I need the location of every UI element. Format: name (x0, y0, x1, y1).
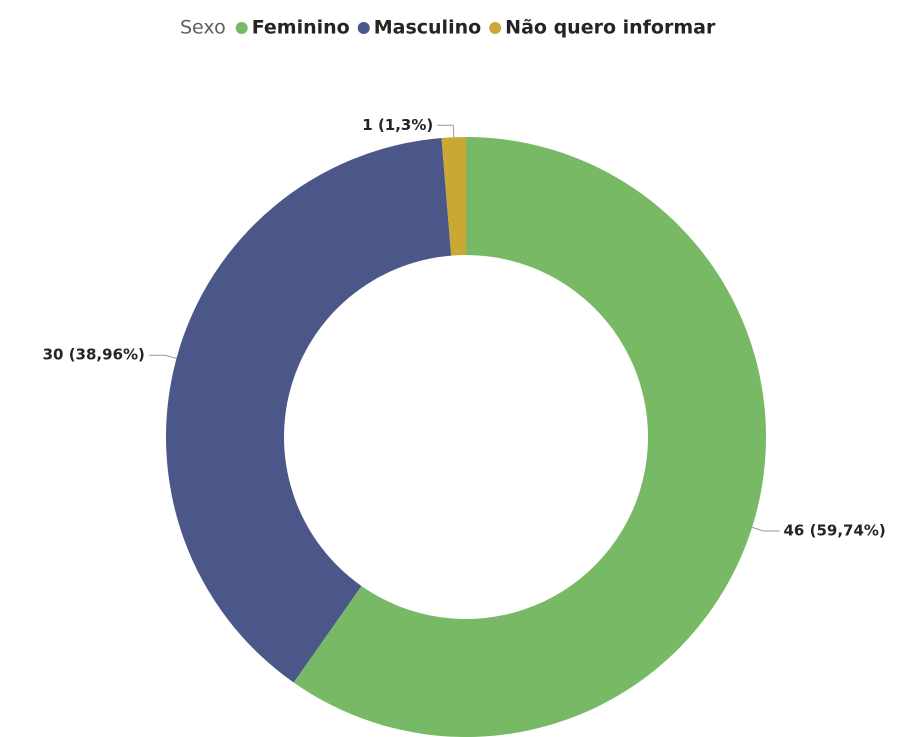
data-label: 30 (38,96%) (43, 346, 145, 364)
legend-title: Sexo (180, 17, 226, 39)
data-label: 46 (59,74%) (784, 521, 886, 539)
leader-line (437, 124, 455, 138)
legend-label: Feminino (252, 17, 350, 39)
legend-marker (357, 22, 370, 34)
legend-label: Não quero informar (505, 17, 716, 39)
donut-slice (441, 137, 466, 256)
donut-slice (165, 137, 452, 683)
donut-slice (293, 137, 767, 737)
legend-label: Masculino (374, 17, 481, 39)
leader-line (148, 354, 177, 359)
legend-marker (489, 22, 502, 34)
legend-marker (235, 22, 248, 34)
data-label: 1 (1,3%) (362, 116, 433, 134)
leader-line (751, 526, 780, 532)
